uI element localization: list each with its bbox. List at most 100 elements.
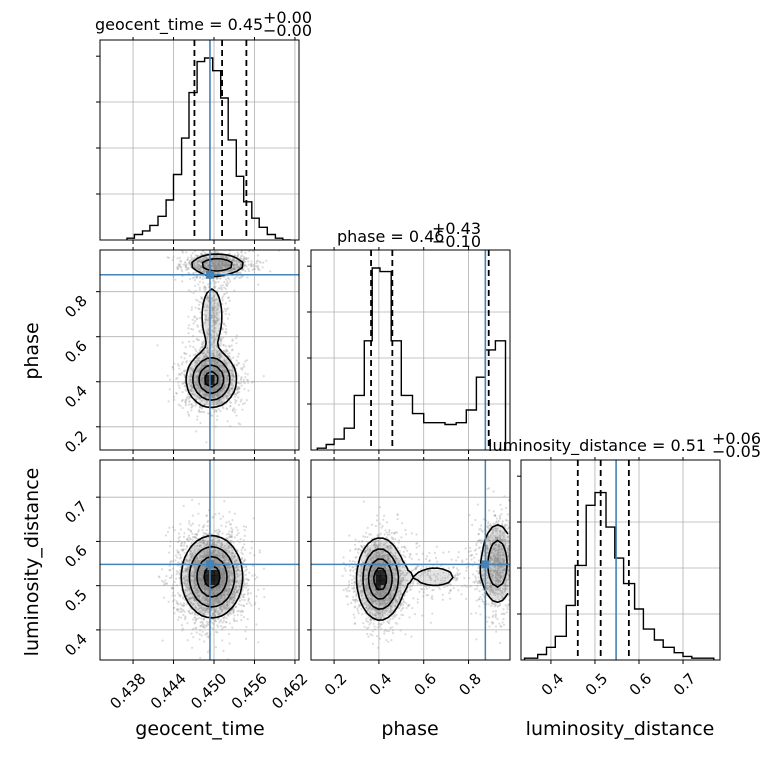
- sample-point: [197, 370, 200, 373]
- sample-point: [243, 529, 246, 532]
- sample-point: [191, 385, 194, 389]
- sample-point: [220, 262, 223, 265]
- sample-point: [211, 263, 214, 266]
- sample-point: [170, 587, 173, 590]
- sample-point: [239, 378, 243, 381]
- sample-point: [217, 262, 220, 265]
- sample-point: [188, 262, 191, 265]
- sample-point: [216, 263, 219, 266]
- sample-point: [236, 272, 239, 275]
- sample-point: [236, 529, 239, 532]
- sample-point: [213, 363, 216, 366]
- sample-point: [182, 602, 186, 605]
- sample-point: [206, 349, 209, 352]
- sample-point: [195, 403, 198, 406]
- sample-point: [231, 408, 234, 411]
- sample-point: [232, 263, 235, 266]
- sample-point: [207, 412, 210, 415]
- sample-point: [192, 264, 195, 267]
- sample-point: [231, 518, 234, 522]
- sample-point: [178, 535, 181, 539]
- sample-point: [221, 387, 225, 391]
- sample-point: [253, 267, 256, 271]
- sample-point: [206, 394, 210, 397]
- sample-point: [228, 390, 231, 393]
- sample-point: [204, 286, 207, 289]
- sample-point: [211, 259, 214, 262]
- sample-point: [263, 596, 266, 599]
- sample-point: [215, 277, 219, 280]
- sample-point: [225, 263, 229, 266]
- sample-point: [198, 396, 201, 399]
- sample-point: [194, 320, 197, 323]
- sample-point: [194, 353, 197, 356]
- sample-point: [213, 268, 216, 271]
- sample-point: [167, 256, 170, 259]
- sample-point: [221, 328, 224, 331]
- sample-point: [181, 406, 184, 410]
- sample-point: [216, 308, 219, 311]
- sample-point: [188, 340, 191, 343]
- sample-point: [217, 532, 220, 536]
- sample-point: [261, 266, 264, 269]
- sample-point: [194, 618, 197, 621]
- sample-point: [225, 621, 228, 624]
- sample-point: [194, 271, 197, 274]
- sample-point: [228, 264, 231, 267]
- sample-point: [206, 296, 209, 299]
- sample-point: [200, 399, 203, 403]
- sample-point: [220, 262, 223, 265]
- sample-point: [212, 267, 215, 270]
- sample-point: [191, 514, 194, 517]
- sample-point: [201, 529, 204, 532]
- sample-point: [236, 266, 239, 269]
- sample-point: [214, 359, 217, 362]
- sample-point: [212, 321, 215, 324]
- sample-point: [207, 266, 210, 269]
- sample-point: [224, 265, 227, 269]
- sample-point: [257, 283, 260, 286]
- sample-point: [221, 260, 224, 263]
- sample-point: [197, 260, 200, 263]
- sample-point: [224, 287, 227, 290]
- sample-point: [213, 395, 216, 398]
- sample-point: [217, 528, 220, 531]
- sample-point: [196, 370, 200, 373]
- sample-point: [194, 380, 197, 383]
- sample-point: [187, 256, 190, 259]
- sample-point: [173, 594, 177, 597]
- sample-point: [231, 373, 235, 377]
- sample-point: [227, 377, 230, 381]
- sample-point: [236, 255, 239, 258]
- sample-point: [243, 382, 246, 385]
- sample-point: [207, 283, 210, 286]
- sample-point: [176, 268, 179, 271]
- sample-point: [255, 623, 258, 626]
- sample-point: [244, 260, 247, 263]
- sample-point: [220, 524, 223, 527]
- sample-point: [196, 318, 199, 321]
- sample-point: [217, 392, 220, 395]
- sample-point: [212, 298, 215, 301]
- sample-point: [202, 366, 205, 369]
- sample-point: [262, 567, 266, 570]
- sample-point: [206, 330, 209, 333]
- sample-point: [182, 613, 185, 617]
- sample-point: [218, 266, 222, 269]
- sample-point: [194, 348, 197, 351]
- sample-point: [219, 409, 222, 413]
- sample-point: [211, 360, 215, 363]
- sample-point: [186, 622, 189, 625]
- sample-point: [171, 594, 174, 597]
- sample-point: [211, 359, 215, 362]
- sample-point: [201, 340, 204, 343]
- sample-point: [212, 313, 215, 316]
- sample-point: [226, 284, 229, 287]
- sample-point: [207, 359, 210, 362]
- sample-point: [213, 265, 217, 268]
- sample-point: [177, 561, 180, 564]
- sample-point: [224, 351, 227, 354]
- sample-point: [227, 265, 230, 268]
- sample-point: [255, 260, 258, 263]
- density-cell: [234, 260, 240, 266]
